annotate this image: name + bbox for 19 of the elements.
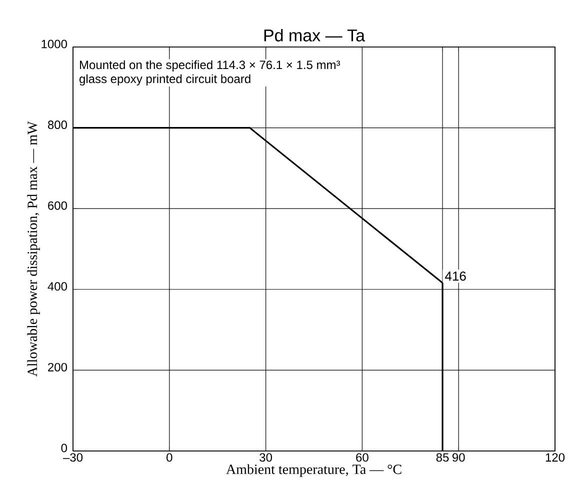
chart-title: Pd max — Ta	[264, 28, 366, 42]
y-tick-label: 1000	[42, 40, 68, 48]
y-tick-label: 600	[48, 201, 68, 210]
data-label: 416	[445, 272, 466, 281]
annotation: Mounted on the specified 114.3 × 76.1 × 1.5 mm³	[80, 60, 340, 72]
x-tick-label: 85	[436, 453, 449, 462]
y-axis-title: Allowable power dissipation, Pd max — mW	[27, 121, 40, 377]
x-tick-label: 90	[452, 453, 465, 462]
x-tick-label: 60	[356, 453, 368, 462]
x-tick-label: 30	[260, 453, 272, 462]
x-tick-label: 0	[166, 453, 172, 462]
y-tick-label: 200	[48, 362, 68, 372]
y-tick-label: 0	[61, 444, 68, 452]
y-tick-label: 800	[48, 120, 68, 130]
x-axis-title: Ambient temperature, Ta — °C	[226, 464, 402, 477]
y-tick-label: 400	[48, 282, 68, 291]
annotation: glass epoxy printed circuit board	[80, 74, 250, 86]
x-tick-label: 120	[546, 453, 565, 462]
x-tick-label: –30	[62, 453, 83, 462]
